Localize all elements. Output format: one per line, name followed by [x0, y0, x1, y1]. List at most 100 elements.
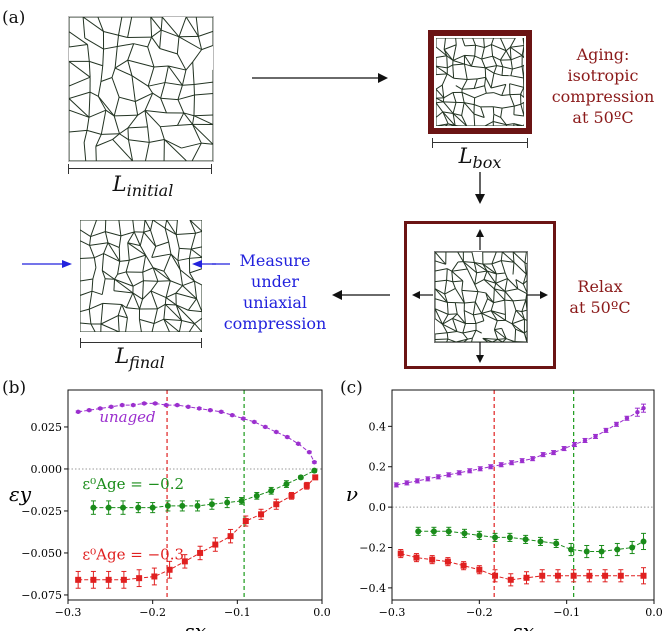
y-tick-label: 0.4 [369, 420, 387, 433]
data-point [130, 402, 136, 408]
data-point [288, 492, 295, 499]
data-point [186, 404, 191, 409]
data-point [241, 416, 246, 421]
data-point [404, 480, 410, 486]
data-point [303, 482, 310, 489]
data-point [561, 446, 567, 451]
data-point [75, 576, 82, 583]
data-point [253, 492, 260, 499]
data-point [119, 402, 125, 408]
data-point [554, 572, 561, 579]
data-point [307, 449, 312, 455]
data-point [135, 504, 142, 511]
y-tick-label: 0.025 [31, 421, 63, 434]
data-point [640, 572, 647, 579]
network-relax [434, 251, 528, 343]
data-point [617, 572, 624, 579]
data-point [252, 419, 257, 425]
data-point [230, 413, 235, 418]
data-point [540, 452, 546, 457]
data-point [194, 502, 201, 509]
aging-line-1: Aging: [576, 45, 630, 64]
network-final [80, 220, 202, 332]
data-point [197, 406, 202, 411]
data-point [219, 409, 224, 415]
data-point [285, 434, 290, 440]
y-tick-label: 0.2 [369, 461, 387, 474]
data-point [460, 562, 467, 569]
aging-line-3: compression [551, 87, 655, 106]
y-axis-label: εy [9, 482, 32, 506]
dimension-bar-initial [68, 164, 212, 174]
data-point [624, 416, 630, 421]
chart-c: −0.3 −0.2 −0.1 0.0 −0.4 −0.2 0.0 0.2 0.4 εx ν [346, 389, 662, 631]
x-tick-label: −0.1 [224, 606, 251, 619]
x-axis-label: εx [512, 619, 534, 631]
annotation-0: unaged [99, 408, 155, 426]
data-point [75, 409, 81, 415]
chart-b: −0.3 −0.2 −0.1 0.0 −0.075 −0.050 −0.025 0.000 0.… [9, 389, 330, 631]
data-point [120, 504, 127, 511]
label-l-final: Lfinal [115, 344, 165, 373]
data-point [507, 576, 514, 583]
data-point [197, 549, 204, 556]
data-point [476, 566, 483, 573]
data-point [105, 504, 112, 511]
y-tick-label: −0.2 [359, 542, 386, 555]
data-point [583, 548, 590, 555]
data-point [90, 576, 97, 583]
series-line-1 [93, 470, 315, 509]
panel-label-a: (a) [2, 8, 26, 28]
data-point [97, 406, 103, 411]
data-point [568, 546, 575, 553]
data-point [142, 401, 147, 406]
data-point [488, 464, 493, 469]
uniaxial-arrow-right [192, 260, 230, 268]
data-point [509, 460, 514, 465]
data-point [415, 528, 422, 535]
data-point [614, 546, 621, 553]
data-point [629, 544, 636, 551]
arrow-down [475, 172, 485, 204]
data-point [539, 572, 546, 579]
data-point [641, 405, 646, 411]
x-tick-label: 0.0 [313, 606, 330, 619]
measure-line-1: Measure [239, 251, 311, 270]
x-axis-label: εx [184, 619, 206, 631]
aging-description: Aging: isotropic compression at 50ºC [548, 44, 658, 128]
plot-frame [67, 389, 323, 601]
data-point [312, 474, 319, 481]
measure-line-4: compression [223, 314, 327, 333]
data-point [413, 554, 420, 561]
label-l-box: Lbox [458, 144, 502, 173]
arrow-right-1 [252, 73, 388, 83]
data-point [446, 472, 451, 478]
data-point [179, 502, 186, 509]
annotation-1: ε⁰Age = −0.2 [82, 475, 184, 493]
x-tick-label: −0.2 [139, 606, 166, 619]
data-point [105, 576, 112, 583]
data-point [457, 470, 462, 475]
data-point [506, 534, 513, 541]
relax-line-1: Relax [577, 277, 623, 296]
series-line-2 [400, 553, 644, 581]
y-tick-label: 0.000 [31, 463, 63, 476]
data-point [208, 407, 213, 413]
data-point [108, 404, 114, 409]
data-point [224, 499, 231, 506]
x-tick-label: −0.3 [55, 606, 82, 619]
y-tick-label: −0.025 [21, 505, 62, 518]
data-point [478, 466, 483, 471]
measure-description: Measure under uniaxial compression [222, 250, 328, 334]
data-point [553, 540, 560, 547]
data-point [273, 501, 280, 508]
data-point [212, 541, 219, 548]
data-point [436, 474, 441, 480]
aging-line-4: at 50ºC [572, 108, 634, 127]
panel-label-b: (b) [2, 378, 27, 398]
y-axis-label: ν [346, 482, 358, 506]
data-point [208, 501, 215, 508]
data-point [312, 460, 317, 465]
data-point [476, 532, 483, 539]
label-l-initial: Linitial [112, 172, 174, 201]
